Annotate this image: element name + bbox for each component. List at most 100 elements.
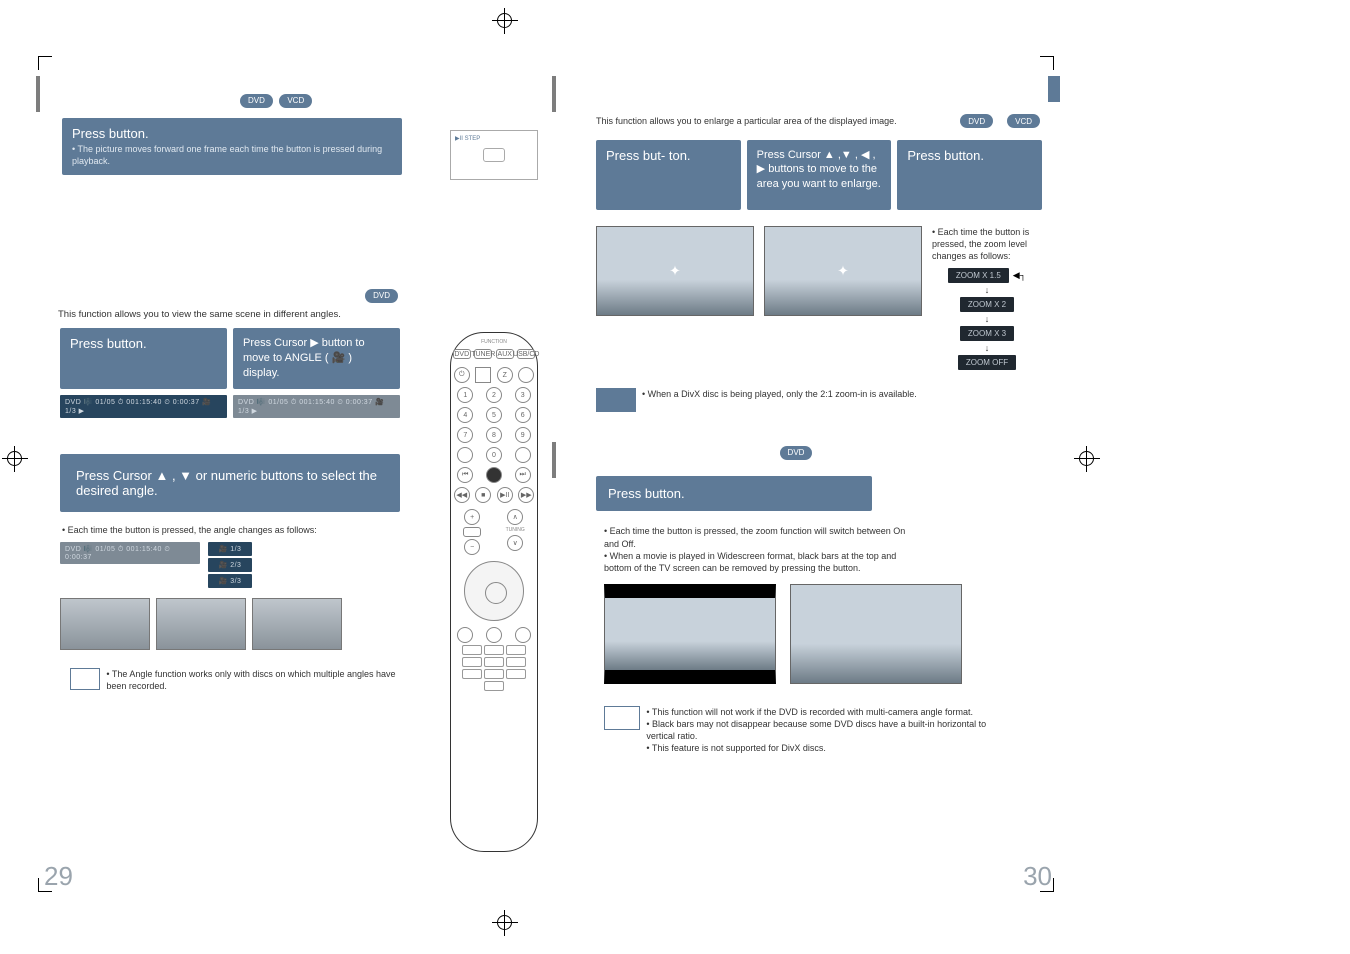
remote-sq bbox=[462, 657, 482, 667]
zoom-step3: Press button. bbox=[897, 140, 1042, 210]
remote-vol-up: + bbox=[464, 509, 480, 525]
step-button-icon bbox=[483, 148, 505, 162]
remote-stop: ■ bbox=[475, 487, 491, 503]
zoom-photo-before: ✦ bbox=[596, 226, 754, 316]
angle-tag: 🎥 3/3 bbox=[208, 574, 252, 588]
page-number: 29 bbox=[44, 861, 73, 892]
zoom-level: ZOOM X 3 bbox=[960, 326, 1014, 341]
remote-power: ⏻ bbox=[454, 367, 470, 383]
angle-step1: Press button. bbox=[60, 328, 227, 389]
remote-btn: ◀◀ bbox=[454, 487, 470, 503]
vcd-badge: VCD bbox=[279, 94, 312, 108]
zoom-step1: Press but- ton. bbox=[596, 140, 741, 210]
remote-btn bbox=[515, 627, 531, 643]
ez-bullet: When a movie is played in Widescreen for… bbox=[604, 550, 922, 574]
side-tab bbox=[552, 76, 556, 112]
note: The Angle function works only with discs… bbox=[70, 668, 400, 692]
remote-play: ▶II bbox=[497, 487, 513, 503]
remote-digit: 9 bbox=[515, 427, 531, 443]
page-right: This function allows you to enlarge a pa… bbox=[552, 56, 1056, 894]
remote-label: TUNING bbox=[506, 527, 525, 533]
step-text: Press Cursor ▲ , ▼ or numeric buttons to… bbox=[76, 468, 384, 498]
zoom-level-list: ZOOM X 1.5 ◀┐ ↓ ZOOM X 2 ↓ ZOOM X 3 ↓ ZO… bbox=[932, 268, 1042, 370]
osd-info-bar: DVD 🎼 01/05 ⏱ 001:15:40 ⏲ 0:00:37 bbox=[60, 542, 200, 564]
note-text: Black bars may not disappear because som… bbox=[646, 718, 1002, 742]
remote-open bbox=[475, 367, 491, 383]
note: This function will not work if the DVD i… bbox=[604, 706, 1002, 755]
step-title: Press button. bbox=[608, 486, 685, 501]
remote-sq bbox=[484, 669, 504, 679]
remote-function-label: FUNCTION bbox=[451, 339, 537, 345]
page-number: 30 bbox=[1023, 861, 1052, 892]
vcd-badge: VCD bbox=[1007, 114, 1040, 128]
ez-photo-full bbox=[790, 584, 962, 684]
osd-info-bar: DVD 🎼 01/05 ⏱ 001:15:40 ⏲ 0:00:37 🎥 1/3 … bbox=[233, 395, 400, 418]
zoom-level: ZOOM OFF bbox=[958, 355, 1016, 370]
note-icon-box bbox=[604, 706, 640, 730]
zoom-level: ZOOM X 2 bbox=[960, 297, 1014, 312]
remote-digit: 1 bbox=[457, 387, 473, 403]
remote-digit: 0 bbox=[486, 447, 502, 463]
zoom-step2: Press Cursor ▲ ,▼ , ◀ , ▶ buttons to mov… bbox=[747, 140, 892, 210]
remote-btn bbox=[486, 627, 502, 643]
step-title: Press button. bbox=[70, 336, 217, 351]
dvd-badge: DVD bbox=[240, 94, 273, 108]
remote-sq bbox=[484, 681, 504, 691]
step-text: Press Cursor ▲ ,▼ , ◀ , ▶ buttons to mov… bbox=[757, 148, 882, 191]
registration-mark bbox=[492, 8, 518, 34]
step-button-label: ▶II STEP bbox=[455, 136, 480, 142]
remote-digit: 4 bbox=[457, 407, 473, 423]
note-text: This feature is not supported for DivX d… bbox=[646, 742, 1002, 754]
remote-digit: 8 bbox=[486, 427, 502, 443]
dvd-badge: DVD bbox=[780, 446, 813, 460]
angle-tag: 🎥 1/3 bbox=[208, 542, 252, 556]
remote-sq bbox=[506, 645, 526, 655]
angle-intro: This function allows you to view the sam… bbox=[58, 309, 540, 320]
remote-step-callout: ▶II STEP bbox=[450, 130, 538, 180]
remote-btn bbox=[457, 627, 473, 643]
page-left: DVD VCD Press button. The picture moves … bbox=[40, 56, 540, 894]
ezview-step: Press button. bbox=[596, 476, 872, 511]
crosshair-icon: ✦ bbox=[837, 263, 849, 280]
registration-mark bbox=[2, 446, 28, 472]
remote-sq bbox=[484, 657, 504, 667]
remote-illustration: FUNCTION DVD TUNER AUX USB/CD ⏻ Z 123 45… bbox=[450, 332, 538, 852]
registration-mark bbox=[492, 910, 518, 936]
ezview-photos bbox=[604, 584, 1042, 684]
note-text: This function will not work if the DVD i… bbox=[646, 706, 1002, 718]
angle-thumb bbox=[60, 598, 150, 650]
down-arrow-icon: ↓ bbox=[985, 285, 990, 295]
remote-mute bbox=[463, 527, 481, 537]
step-box-frame-advance: Press button. The picture moves forward … bbox=[62, 118, 402, 175]
dvd-badge: DVD bbox=[960, 114, 993, 128]
ez-bullet: Each time the button is pressed, the zoo… bbox=[604, 525, 922, 549]
remote-btn: AUX bbox=[496, 349, 514, 359]
remote-btn bbox=[457, 447, 473, 463]
angle-tag: 🎥 2/3 bbox=[208, 558, 252, 572]
down-arrow-icon: ↓ bbox=[985, 314, 990, 324]
registration-mark bbox=[1074, 446, 1100, 472]
step-title: Press button. bbox=[907, 148, 1032, 163]
angle-thumb bbox=[156, 598, 246, 650]
remote-btn: ⏮ bbox=[457, 467, 473, 483]
loop-arrow-icon: ◀┐ bbox=[1013, 270, 1026, 281]
remote-digit: 5 bbox=[486, 407, 502, 423]
remote-btn: USB/CD bbox=[517, 349, 535, 359]
remote-sq bbox=[462, 645, 482, 655]
dvd-badge: DVD bbox=[365, 289, 398, 303]
disc-badges: DVD VCD bbox=[240, 90, 540, 108]
remote-btn: ⏭ bbox=[515, 467, 531, 483]
side-tab bbox=[36, 76, 40, 112]
remote-btn: TUNER bbox=[474, 349, 492, 359]
note: When a DivX disc is being played, only t… bbox=[596, 388, 1042, 412]
note-icon-box bbox=[70, 668, 100, 690]
remote-nav-pad bbox=[464, 561, 524, 621]
remote-ch-down: ∨ bbox=[507, 535, 523, 551]
step-title: Press but- ton. bbox=[606, 148, 731, 163]
note-text: When a DivX disc is being played, only t… bbox=[642, 388, 917, 400]
side-tab bbox=[552, 442, 556, 478]
zoom-each-time: Each time the button is pressed, the zoo… bbox=[932, 226, 1042, 262]
angle-step1b: Press Cursor ▶ button to move to ANGLE (… bbox=[233, 328, 400, 389]
remote-btn: ▶▶ bbox=[518, 487, 534, 503]
remote-digit: 2 bbox=[486, 387, 502, 403]
